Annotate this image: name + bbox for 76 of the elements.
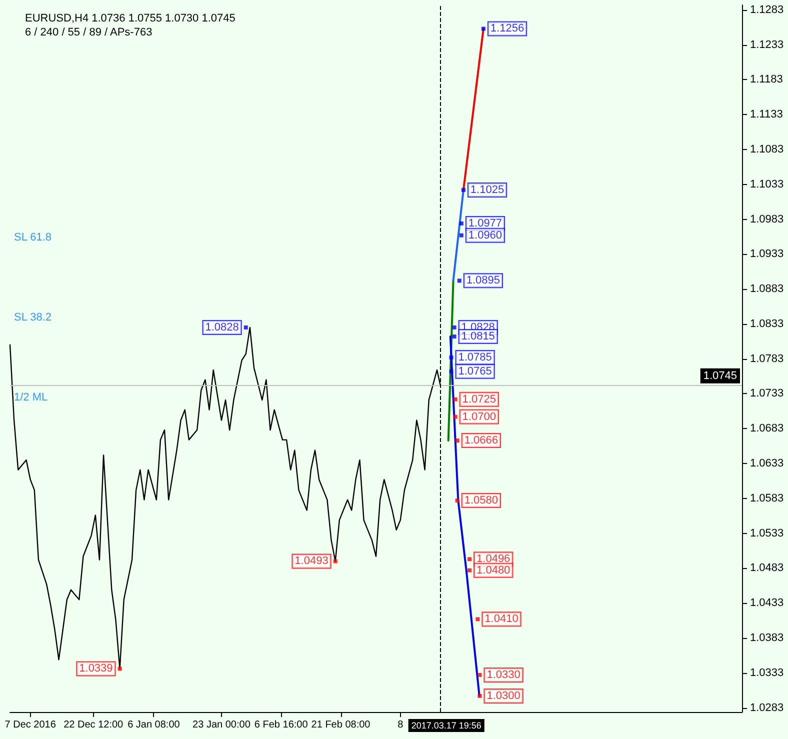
point bbox=[459, 233, 464, 238]
data-label: 1.0330 bbox=[486, 669, 520, 682]
x-tick-label: 6 Jan 08:00 bbox=[128, 720, 180, 730]
x-tick-label: 23 Jan 00:00 bbox=[192, 720, 251, 730]
ref-line-label: 2017.03.17 19:56 bbox=[411, 720, 482, 730]
point bbox=[468, 557, 472, 562]
y-tick-label: 1.0583 bbox=[750, 492, 784, 504]
data-label: 1.0480 bbox=[476, 564, 510, 576]
point bbox=[455, 438, 460, 443]
data-label: 1.0496 bbox=[476, 553, 510, 566]
data-label: 1.0785 bbox=[458, 351, 492, 364]
y-tick-label: 1.0783 bbox=[750, 352, 784, 365]
data-label: 1.0493 bbox=[294, 555, 328, 568]
data-label: 1.0410 bbox=[484, 613, 518, 626]
y-tick-label: 1.0983 bbox=[750, 213, 784, 226]
data-label: 1.0895 bbox=[466, 274, 500, 287]
y-tick-label: 1.0683 bbox=[750, 422, 784, 435]
y-tick-label: 1.0383 bbox=[750, 632, 784, 644]
x-tick-label: 7 Dec 2016 bbox=[4, 720, 56, 730]
point bbox=[453, 414, 458, 419]
point bbox=[457, 278, 462, 283]
y-tick-label: 1.0333 bbox=[750, 666, 784, 679]
data-label: 1.0765 bbox=[458, 365, 492, 378]
point bbox=[478, 673, 482, 678]
point bbox=[333, 559, 338, 564]
x-tick-label: 22 Dec 12:00 bbox=[64, 720, 124, 730]
point bbox=[453, 397, 458, 402]
data-label: 1.0339 bbox=[79, 662, 113, 675]
ref-line-label: 1.0745 bbox=[703, 370, 737, 382]
point bbox=[476, 617, 480, 622]
y-tick-label: 1.0733 bbox=[750, 388, 784, 400]
point bbox=[452, 325, 456, 330]
y-tick-label: 1.0433 bbox=[750, 597, 784, 610]
annotation: SL 38.2 bbox=[14, 312, 52, 324]
x-tick-label: 6 Feb 16:00 bbox=[254, 720, 308, 730]
y-tick-label: 1.0533 bbox=[750, 527, 784, 540]
y-tick-label: 1.1233 bbox=[750, 38, 784, 51]
y-tick-label: 1.1133 bbox=[750, 108, 783, 121]
x-tick-label: 8 bbox=[398, 720, 404, 730]
data-label: 1.1025 bbox=[470, 184, 504, 196]
annotation: 1/2 ML bbox=[14, 392, 48, 404]
y-tick-label: 1.0483 bbox=[750, 562, 784, 574]
data-label: 1.0977 bbox=[468, 217, 502, 230]
point bbox=[468, 568, 472, 572]
y-tick-label: 1.1033 bbox=[750, 178, 784, 190]
data-label: 1.0580 bbox=[464, 494, 498, 507]
y-tick-label: 1.0883 bbox=[750, 283, 784, 296]
y-tick-label: 1.1183 bbox=[750, 74, 783, 86]
point bbox=[455, 498, 460, 503]
y-tick-label: 1.1283 bbox=[750, 4, 784, 16]
data-label: 1.1256 bbox=[490, 22, 524, 35]
data-label: 1.0960 bbox=[468, 229, 502, 242]
point bbox=[459, 221, 464, 226]
point bbox=[449, 369, 454, 374]
point bbox=[478, 694, 482, 698]
y-tick-label: 1.0633 bbox=[750, 458, 784, 470]
point bbox=[118, 666, 122, 671]
point bbox=[481, 26, 486, 31]
point bbox=[461, 188, 466, 192]
text: EURUSD,H4 1.0736 1.0755 1.0730 1.0745 bbox=[25, 12, 236, 24]
point bbox=[449, 355, 454, 360]
y-tick-label: 1.0283 bbox=[750, 702, 784, 714]
y-tick-label: 1.1083 bbox=[750, 143, 784, 156]
data-label: 1.0700 bbox=[462, 410, 496, 423]
data-label: 1.0725 bbox=[462, 393, 496, 406]
annotation: SL 61.8 bbox=[14, 232, 52, 244]
point bbox=[452, 334, 456, 339]
data-label: 1.0666 bbox=[464, 434, 498, 447]
y-tick-label: 1.0933 bbox=[750, 248, 784, 260]
y-tick-label: 1.0833 bbox=[750, 318, 784, 330]
data-label: 1.0815 bbox=[461, 330, 495, 343]
x-tick-label: 21 Feb 08:00 bbox=[311, 720, 371, 730]
point bbox=[244, 325, 248, 330]
data-label: 1.0828 bbox=[205, 321, 239, 334]
data-label: 1.0300 bbox=[486, 690, 520, 702]
text: 6 / 240 / 55 / 89 / APs-763 bbox=[25, 26, 152, 38]
